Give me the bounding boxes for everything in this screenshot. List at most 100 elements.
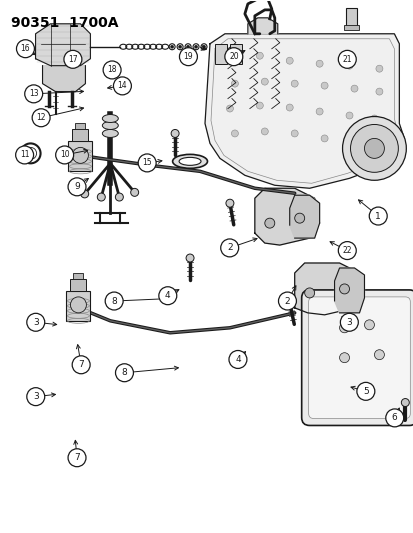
Circle shape <box>226 105 233 112</box>
Text: 2: 2 <box>284 296 290 305</box>
Text: 8: 8 <box>111 296 117 305</box>
Text: 17: 17 <box>68 55 78 64</box>
Circle shape <box>345 112 352 119</box>
Circle shape <box>261 128 268 135</box>
Circle shape <box>179 47 197 66</box>
Text: 90351  1700A: 90351 1700A <box>11 16 118 30</box>
Polygon shape <box>289 195 319 238</box>
Circle shape <box>316 108 322 115</box>
Circle shape <box>70 297 86 313</box>
Circle shape <box>370 140 377 147</box>
Circle shape <box>294 213 304 223</box>
Circle shape <box>171 130 179 138</box>
Ellipse shape <box>102 130 118 138</box>
Bar <box>229 44 241 63</box>
Circle shape <box>256 102 263 109</box>
Text: 12: 12 <box>36 113 46 122</box>
Circle shape <box>261 78 268 85</box>
Bar <box>72 130 88 141</box>
Circle shape <box>375 88 382 95</box>
Circle shape <box>55 146 74 164</box>
Polygon shape <box>294 263 363 315</box>
Circle shape <box>290 130 297 137</box>
Text: 15: 15 <box>142 158 152 167</box>
Text: 21: 21 <box>342 55 351 64</box>
Circle shape <box>138 154 156 172</box>
Circle shape <box>316 60 322 67</box>
Circle shape <box>159 287 176 305</box>
Circle shape <box>113 77 131 95</box>
Circle shape <box>285 104 292 111</box>
Circle shape <box>228 351 246 368</box>
Circle shape <box>373 350 384 360</box>
Circle shape <box>363 139 384 158</box>
Text: 3: 3 <box>33 318 38 327</box>
Text: 6: 6 <box>391 414 396 422</box>
Ellipse shape <box>102 122 118 130</box>
Text: 1: 1 <box>375 212 380 221</box>
Circle shape <box>68 449 86 467</box>
Text: 16: 16 <box>21 44 30 53</box>
Text: 20: 20 <box>228 52 238 61</box>
Circle shape <box>178 45 181 48</box>
Text: 19: 19 <box>183 52 193 61</box>
Circle shape <box>356 382 374 400</box>
Text: 7: 7 <box>74 453 80 462</box>
Bar <box>345 8 357 26</box>
Circle shape <box>16 146 33 164</box>
Bar <box>73 273 83 279</box>
Circle shape <box>105 292 123 310</box>
Circle shape <box>202 45 205 48</box>
Text: 9: 9 <box>74 182 80 191</box>
Text: 22: 22 <box>342 246 351 255</box>
Text: 8: 8 <box>121 368 127 377</box>
Circle shape <box>72 356 90 374</box>
Circle shape <box>194 45 197 48</box>
Circle shape <box>220 239 238 257</box>
Text: 18: 18 <box>107 66 116 75</box>
Circle shape <box>226 55 233 62</box>
Circle shape <box>350 125 397 172</box>
Circle shape <box>339 313 358 331</box>
Circle shape <box>320 135 327 142</box>
Bar <box>70 279 86 291</box>
Circle shape <box>370 115 377 122</box>
Text: 13: 13 <box>29 90 38 99</box>
Bar <box>68 141 92 171</box>
Circle shape <box>368 207 386 225</box>
Circle shape <box>64 50 82 68</box>
Text: 4: 4 <box>235 355 240 364</box>
Circle shape <box>256 52 263 59</box>
Circle shape <box>186 45 189 48</box>
Circle shape <box>68 178 86 196</box>
Circle shape <box>27 313 45 331</box>
Circle shape <box>231 80 238 87</box>
Circle shape <box>224 47 242 66</box>
Circle shape <box>320 82 327 89</box>
Circle shape <box>103 61 121 79</box>
Circle shape <box>337 50 356 68</box>
Circle shape <box>350 137 357 144</box>
Circle shape <box>115 364 133 382</box>
Circle shape <box>339 353 349 362</box>
Circle shape <box>185 254 194 262</box>
Bar <box>66 291 90 321</box>
Bar <box>75 124 85 130</box>
Polygon shape <box>247 18 277 34</box>
Circle shape <box>32 109 50 127</box>
Polygon shape <box>204 34 404 188</box>
Text: 4: 4 <box>165 291 170 300</box>
Bar <box>214 44 226 63</box>
Text: 10: 10 <box>60 150 69 159</box>
Circle shape <box>131 188 138 196</box>
Bar <box>343 25 358 30</box>
Text: 3: 3 <box>346 318 351 327</box>
Text: 5: 5 <box>362 387 368 396</box>
Text: 11: 11 <box>20 150 29 159</box>
Polygon shape <box>334 268 363 313</box>
Ellipse shape <box>179 157 201 165</box>
Polygon shape <box>43 66 85 92</box>
Circle shape <box>345 62 352 69</box>
Circle shape <box>342 117 405 180</box>
Circle shape <box>304 288 314 298</box>
